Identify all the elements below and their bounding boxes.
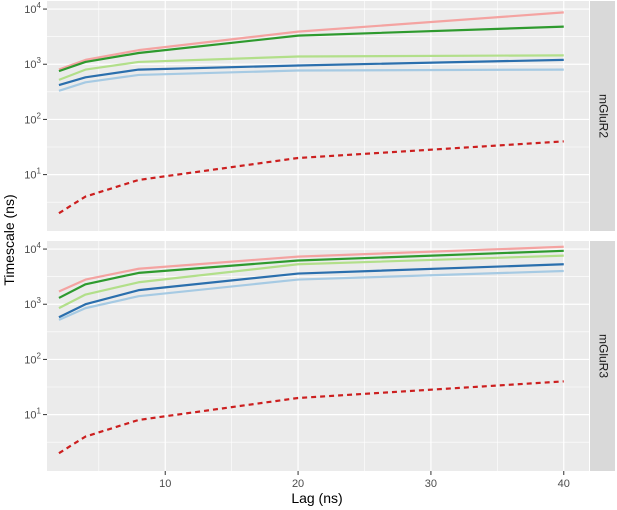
facet-strip-label: mGluR2 bbox=[596, 94, 610, 138]
series-line-6 bbox=[58, 140, 564, 215]
series-line-5 bbox=[58, 68, 564, 92]
y-tick-label: 101 bbox=[24, 167, 41, 182]
y-tick-label: 103 bbox=[24, 296, 41, 311]
x-tick-label: 20 bbox=[292, 478, 304, 490]
series-line-3 bbox=[58, 54, 564, 81]
y-tick-base: 10 bbox=[24, 4, 36, 16]
y-tick-label: 103 bbox=[24, 56, 41, 71]
series-line-3 bbox=[58, 254, 564, 310]
x-axis-title: Lag (ns) bbox=[291, 490, 342, 506]
x-tick-label: 10 bbox=[159, 478, 171, 490]
y-axis-title: Timescale (ns) bbox=[1, 194, 17, 285]
y-tick-label: 104 bbox=[24, 1, 41, 16]
series-line-6 bbox=[58, 380, 564, 455]
series-line-1 bbox=[58, 245, 564, 293]
y-tick-label: 102 bbox=[24, 351, 41, 366]
y-tick-exponent: 4 bbox=[37, 241, 42, 250]
y-tick-exponent: 4 bbox=[37, 1, 42, 10]
y-tick-exponent: 3 bbox=[37, 56, 42, 65]
series-line-4 bbox=[58, 58, 564, 87]
y-tick-label: 101 bbox=[24, 407, 41, 422]
y-tick-exponent: 1 bbox=[37, 407, 42, 416]
facet-strip bbox=[590, 1, 615, 231]
y-tick-exponent: 1 bbox=[37, 167, 42, 176]
y-tick-base: 10 bbox=[24, 299, 36, 311]
y-tick-base: 10 bbox=[24, 59, 36, 71]
y-tick-base: 10 bbox=[24, 170, 36, 182]
y-tick-base: 10 bbox=[24, 354, 36, 366]
y-tick-base: 10 bbox=[24, 114, 36, 126]
y-tick-label: 102 bbox=[24, 111, 41, 126]
y-tick-exponent: 2 bbox=[37, 111, 42, 120]
series-line-2 bbox=[58, 25, 564, 73]
y-tick-base: 10 bbox=[24, 244, 36, 256]
y-tick-exponent: 3 bbox=[37, 296, 42, 305]
series-line-1 bbox=[58, 11, 564, 71]
y-tick-exponent: 2 bbox=[37, 351, 42, 360]
x-tick-label: 40 bbox=[558, 478, 570, 490]
series-line-2 bbox=[58, 249, 564, 299]
facet-strip-label: mGluR3 bbox=[596, 334, 610, 378]
panel-background bbox=[47, 1, 589, 231]
series-line-5 bbox=[58, 269, 564, 321]
x-tick-label: 30 bbox=[425, 478, 437, 490]
y-tick-label: 104 bbox=[24, 241, 41, 256]
series-line-4 bbox=[58, 263, 564, 319]
y-tick-base: 10 bbox=[24, 410, 36, 422]
facet-strip bbox=[590, 241, 615, 471]
